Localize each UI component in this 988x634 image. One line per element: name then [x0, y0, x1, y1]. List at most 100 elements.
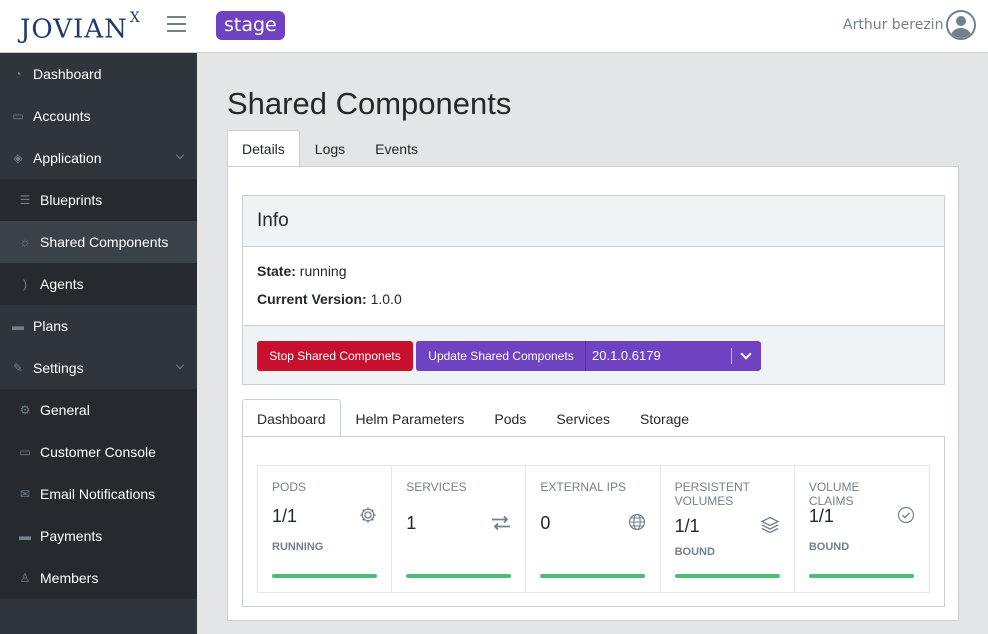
sidebar-item-settings[interactable]: ✎ Settings — [0, 347, 197, 389]
chevron-down-icon[interactable] — [740, 348, 752, 360]
user-avatar-icon[interactable] — [946, 10, 976, 40]
info-card: Info State: running Current Version: 1.0… — [242, 195, 945, 385]
stat-value: 1 — [406, 513, 417, 533]
stat-services: SERVICES 1 — [392, 466, 527, 592]
info-body: State: running Current Version: 1.0.0 — [243, 247, 944, 325]
chevron-down-icon — [175, 360, 185, 370]
progress-fill — [808, 574, 914, 578]
logo-superscript: X — [129, 10, 141, 26]
state-value: running — [299, 263, 347, 279]
sidebar-item-general[interactable]: ⚙ General — [0, 389, 197, 431]
sidebar: ◔ Dashboard ▭ Accounts ◈ Application ☰ B… — [0, 53, 197, 634]
tab-dashboard[interactable]: Dashboard — [242, 399, 341, 437]
chevron-down-icon — [175, 150, 185, 160]
stat-value: 1/1 — [808, 506, 834, 526]
stat-pods: PODS 1/1 RUNNING — [258, 466, 393, 592]
check-circle-icon — [897, 506, 915, 524]
tab-details[interactable]: Details — [227, 130, 300, 167]
state-label: State: — [257, 263, 296, 279]
stat-external-ips: EXTERNAL IPS 0 — [526, 466, 661, 592]
sidebar-item-plans[interactable]: ▬ Plans — [0, 305, 197, 347]
stat-label: VOLUME CLAIMS — [808, 480, 860, 508]
info-header: Info — [243, 196, 944, 247]
stat-sub: RUNNING — [272, 541, 324, 553]
sidebar-item-label: Settings — [33, 360, 84, 376]
stop-shared-components-button[interactable]: Stop Shared Componets — [257, 341, 413, 371]
version-select[interactable]: 20.1.0.6179 — [585, 341, 761, 371]
monitor-icon: ▭ — [19, 445, 31, 459]
sidebar-item-agents[interactable]: ) Agents — [0, 263, 197, 305]
stats-row: PODS 1/1 RUNNING SERVICES 1 — [257, 465, 930, 593]
sidebar-item-label: Dashboard — [33, 66, 102, 82]
progress-bar — [272, 574, 377, 578]
select-separator — [731, 348, 732, 364]
selected-version: 20.1.0.6179 — [592, 348, 661, 363]
stat-value: 0 — [540, 513, 551, 533]
progress-fill — [540, 574, 646, 578]
sidebar-item-label: Plans — [33, 318, 69, 334]
jovian-logo[interactable]: JOVIAN X — [20, 8, 141, 46]
sidebar-item-accounts[interactable]: ▭ Accounts — [0, 95, 197, 137]
progress-bar — [540, 574, 646, 578]
stat-value: 1/1 — [272, 506, 298, 526]
sidebar-item-label: Application — [33, 150, 102, 166]
sidebar-item-shared-components[interactable]: ☼ Shared Components — [0, 221, 197, 263]
tab-events[interactable]: Events — [375, 141, 418, 157]
speedometer-icon: ◔ — [14, 67, 22, 81]
stat-persistent-volumes: PERSISTENT VOLUMES 1/1 BOUND — [661, 466, 795, 592]
sidebar-item-application[interactable]: ◈ Application — [0, 137, 197, 179]
sidebar-item-dashboard[interactable]: ◔ Dashboard — [0, 53, 197, 95]
sidebar-item-label: Payments — [40, 528, 103, 544]
stat-sub: BOUND — [808, 541, 850, 553]
globe-icon — [628, 513, 645, 531]
logo-text: JOVIAN — [20, 14, 128, 45]
list-icon: ☰ — [19, 193, 31, 207]
sidebar-item-email-notifications[interactable]: ✉ Email Notifications — [0, 473, 197, 515]
info-actions: Stop Shared Componets Update Shared Comp… — [243, 325, 944, 384]
sidebar-item-customer-console[interactable]: ▭ Customer Console — [0, 431, 197, 473]
stat-volume-claims: VOLUME CLAIMS 1/1 BOUND — [795, 466, 929, 592]
top-header: JOVIAN X stage Arthur berezin — [0, 0, 988, 53]
credit-card-icon: ▬ — [12, 319, 24, 333]
gear-icon: ⚙ — [19, 403, 31, 417]
state-row: State: running — [257, 263, 930, 291]
rss-icon: ) — [23, 277, 27, 291]
sidebar-item-label: Accounts — [33, 108, 91, 124]
sidebar-item-members[interactable]: ♙ Members — [0, 557, 197, 599]
envelope-icon: ✉ — [19, 487, 31, 501]
sidebar-item-label: Members — [40, 570, 99, 586]
version-label: Current Version: — [257, 291, 367, 307]
stat-label: SERVICES — [406, 480, 467, 494]
tab-logs[interactable]: Logs — [314, 141, 346, 157]
stat-value: 1/1 — [674, 516, 700, 536]
sidebar-item-label: Blueprints — [40, 192, 103, 208]
sidebar-item-payments[interactable]: ▬ Payments — [0, 515, 197, 557]
wrench-icon: ✎ — [12, 361, 24, 375]
stat-label: EXTERNAL IPS — [540, 480, 626, 494]
payment-card-icon: ▬ — [19, 529, 31, 543]
environment-badge: stage — [216, 11, 285, 40]
stat-label: PERSISTENT VOLUMES — [674, 480, 750, 508]
sidebar-item-label: General — [40, 402, 90, 418]
sidebar-item-label: Customer Console — [40, 444, 156, 460]
progress-bar — [808, 574, 914, 578]
progress-fill — [406, 574, 512, 578]
stat-sub: BOUND — [674, 546, 715, 558]
tab-pods[interactable]: Pods — [494, 411, 527, 427]
version-row: Current Version: 1.0.0 — [257, 291, 930, 319]
sidebar-item-label: Shared Components — [40, 234, 169, 250]
briefcase-icon: ▭ — [12, 109, 24, 123]
tab-services[interactable]: Services — [556, 411, 611, 427]
user-icon: ♙ — [19, 571, 31, 585]
tab-helm-parameters[interactable]: Helm Parameters — [355, 411, 465, 427]
dashboard-panel: PODS 1/1 RUNNING SERVICES 1 — [242, 436, 945, 607]
user-name[interactable]: Arthur berezin — [843, 17, 944, 33]
update-shared-components-button[interactable]: Update Shared Componets — [416, 341, 586, 371]
sidebar-item-label: Email Notifications — [40, 486, 156, 502]
details-panel: Info State: running Current Version: 1.0… — [227, 166, 959, 621]
hamburger-menu-icon[interactable] — [167, 16, 186, 34]
sidebar-item-blueprints[interactable]: ☰ Blueprints — [0, 179, 197, 221]
stat-label: PODS — [272, 480, 307, 494]
layers-icon: ◈ — [13, 151, 23, 165]
tab-storage[interactable]: Storage — [640, 411, 690, 427]
